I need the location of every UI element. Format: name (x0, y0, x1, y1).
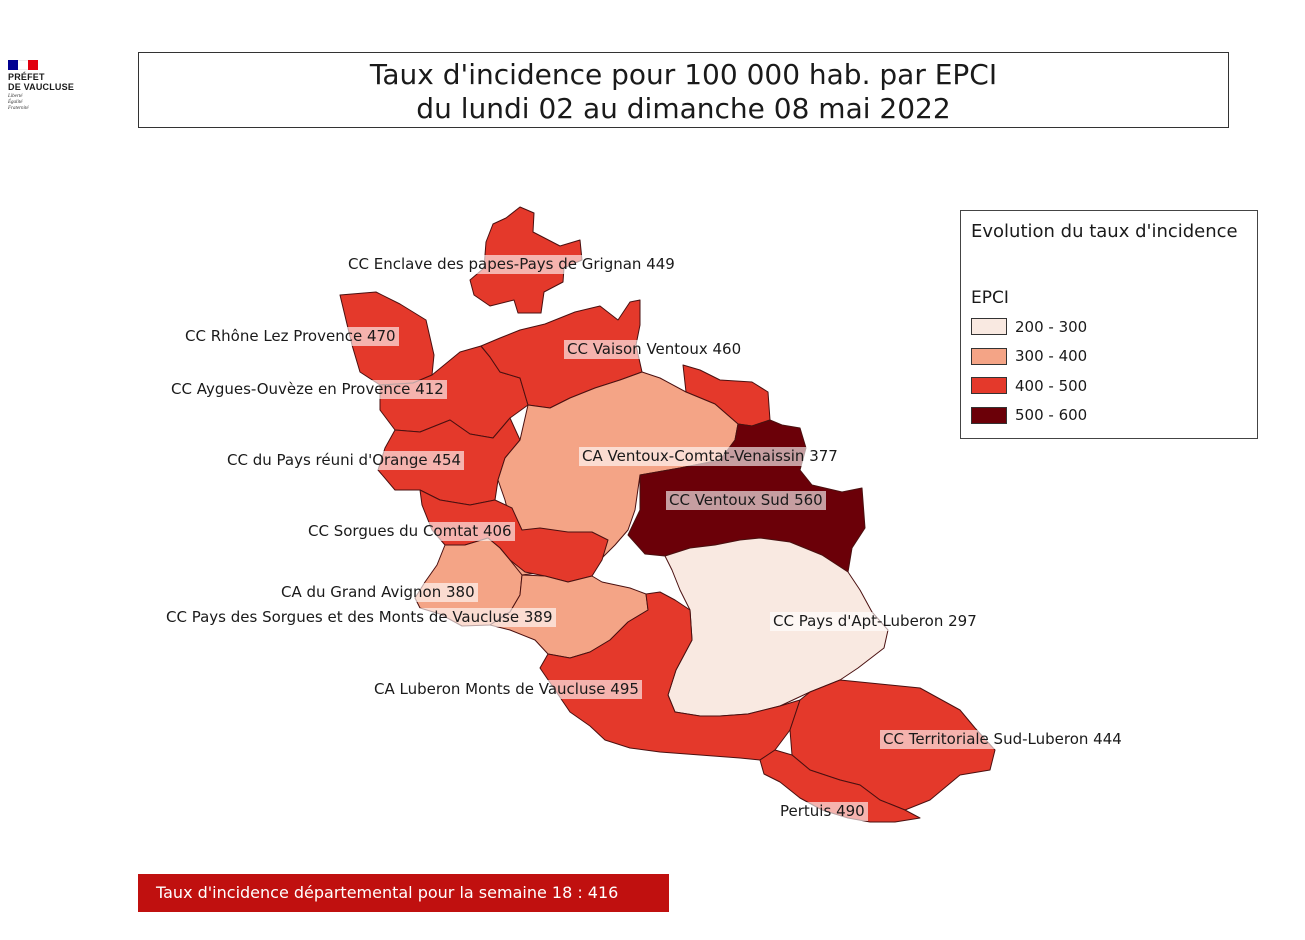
label-pays-reuni-orange: CC du Pays réuni d'Orange 454 (224, 451, 465, 470)
legend-swatch (971, 318, 1007, 336)
prefecture-logo: PRÉFET DE VAUCLUSE Liberté Égalité Fratern… (8, 60, 108, 112)
label-enclave-des-papes: CC Enclave des papes-Pays de Grignan 449 (345, 255, 678, 274)
label-vaison-ventoux: CC Vaison Ventoux 460 (564, 340, 745, 359)
label-sorgues-du-comtat: CC Sorgues du Comtat 406 (305, 522, 515, 541)
region-pertuis (759, 749, 921, 823)
title-line1: Taux d'incidence pour 100 000 hab. par E… (369, 58, 998, 91)
label-aygues-ouveze: CC Aygues-Ouvèze en Provence 412 (168, 380, 447, 399)
label-ventoux-sud: CC Ventoux Sud 560 (666, 491, 826, 510)
legend-swatch (971, 347, 1007, 365)
map-title: Taux d'incidence pour 100 000 hab. par E… (138, 52, 1229, 128)
label-grand-avignon: CA du Grand Avignon 380 (278, 583, 478, 602)
legend-swatch (971, 406, 1007, 424)
logo-line1: PRÉFET (8, 72, 45, 82)
label-territoriale-sud-luberon: CC Territoriale Sud-Luberon 444 (880, 730, 1125, 749)
label-ventoux-comtat-venaissin: CA Ventoux-Comtat-Venaissin 377 (579, 447, 841, 466)
label-pertuis: Pertuis 490 (777, 802, 868, 821)
legend-item: 300 - 400 (971, 342, 1247, 372)
label-rhone-lez-provence: CC Rhône Lez Provence 470 (182, 327, 399, 346)
legend-layer-name: EPCI (971, 288, 1009, 308)
legend-swatch (971, 377, 1007, 395)
label-pays-des-sorgues: CC Pays des Sorgues et des Monts de Vauc… (163, 608, 556, 627)
label-pays-apt-luberon: CC Pays d'Apt-Luberon 297 (770, 612, 980, 631)
map-legend: Evolution du taux d'incidence EPCI 200 -… (960, 210, 1258, 439)
logo-motto: Liberté Égalité Fraternité (8, 94, 29, 111)
legend-item: 500 - 600 (971, 401, 1247, 431)
title-line2: du lundi 02 au dimanche 08 mai 2022 (416, 92, 951, 125)
legend-item: 400 - 500 (971, 371, 1247, 401)
french-flag-icon (8, 60, 38, 70)
logo-line2: DE VAUCLUSE (8, 82, 75, 92)
legend-item: 200 - 300 (971, 312, 1247, 342)
region-luberon-monts-de-vaucluse (539, 591, 801, 761)
label-luberon-monts-de-vaucluse: CA Luberon Monts de Vaucluse 495 (371, 680, 642, 699)
legend-title: Evolution du taux d'incidence (971, 221, 1238, 242)
departmental-incidence-banner: Taux d'incidence départemental pour la s… (138, 874, 669, 912)
